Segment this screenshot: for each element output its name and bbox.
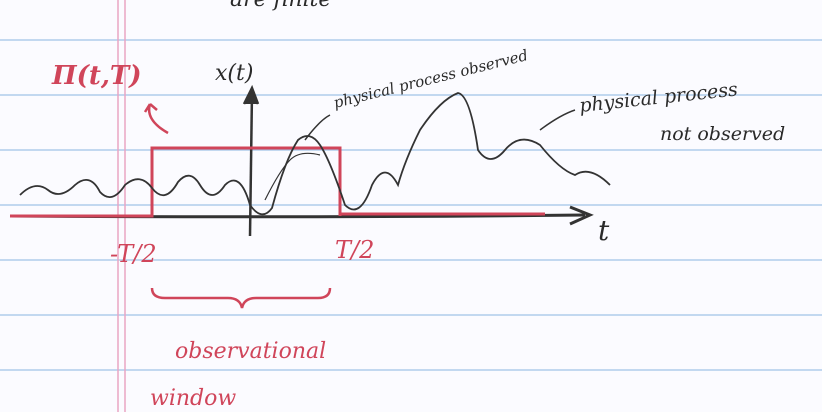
pos-half-label: T/2 xyxy=(335,236,374,264)
neg-half-label: -T/2 xyxy=(110,240,157,268)
window-label-2: window xyxy=(150,386,236,411)
notebook-page: are finite Π(t,T) x(t) physical process … xyxy=(0,0,822,412)
not-observed-label-2: not observed xyxy=(660,123,785,145)
header-text: are finite xyxy=(230,0,331,12)
t-label: t xyxy=(598,214,610,247)
window-label: observational xyxy=(175,339,326,364)
rect-label: Π(t,T) xyxy=(51,61,142,91)
signal-label: x(t) xyxy=(215,61,253,86)
